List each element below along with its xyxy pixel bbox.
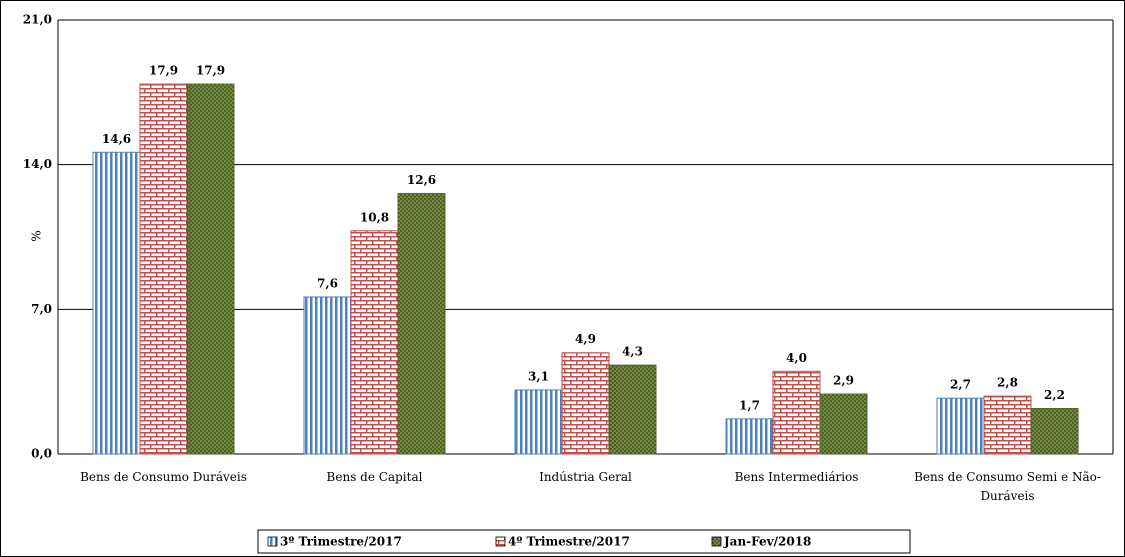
data-label: 2,9: [833, 374, 854, 388]
bar: [725, 418, 774, 455]
data-label: 3,1: [528, 369, 549, 383]
bar: [936, 397, 985, 455]
bar: [772, 370, 821, 455]
y-axis-label: %: [30, 230, 44, 241]
bar: [561, 352, 610, 455]
y-tick-label: 0,0: [31, 447, 52, 461]
bar: [983, 395, 1032, 455]
x-tick-label: Bens de Capital: [326, 470, 423, 484]
bar: [1030, 408, 1079, 455]
data-label: 4,9: [575, 332, 596, 346]
legend-swatch: [711, 536, 722, 547]
y-tick-label: 14,0: [23, 157, 52, 171]
data-label: 1,7: [739, 398, 760, 412]
legend-box: [257, 529, 911, 554]
bar: [608, 364, 657, 455]
legend-swatch: [495, 536, 506, 547]
bar: [92, 151, 141, 455]
data-label: 14,6: [102, 132, 131, 146]
legend-label: Jan-Fev/2018: [723, 535, 811, 549]
bar: [397, 193, 446, 455]
bar: [303, 296, 352, 455]
data-label: 4,0: [786, 351, 807, 365]
data-label: 2,8: [997, 376, 1018, 390]
data-label: 2,2: [1044, 388, 1065, 402]
legend-label: 4º Trimestre/2017: [508, 535, 630, 549]
x-tick-label: Bens Intermediários: [734, 470, 859, 484]
legend-swatch: [267, 536, 278, 547]
x-tick-label: Bens de Consumo Semi e Não-Duráveis: [914, 470, 1101, 503]
bar: [139, 83, 188, 455]
y-tick-label: 21,0: [23, 13, 52, 27]
data-label: 12,6: [407, 173, 436, 187]
data-label: 7,6: [317, 276, 338, 290]
data-label: 17,9: [196, 64, 225, 78]
data-label: 10,8: [360, 210, 389, 224]
data-label: 17,9: [149, 64, 178, 78]
bar: [819, 393, 868, 455]
data-label: 2,7: [950, 378, 971, 392]
x-tick-label: Indústria Geral: [539, 470, 632, 484]
bar: [186, 83, 235, 455]
bar: [350, 230, 399, 455]
y-tick-label: 7,0: [31, 302, 52, 316]
data-label: 4,3: [622, 345, 643, 359]
x-tick-label: Bens de Consumo Duráveis: [80, 470, 247, 484]
bar: [514, 389, 563, 455]
legend-label: 3º Trimestre/2017: [280, 535, 402, 549]
